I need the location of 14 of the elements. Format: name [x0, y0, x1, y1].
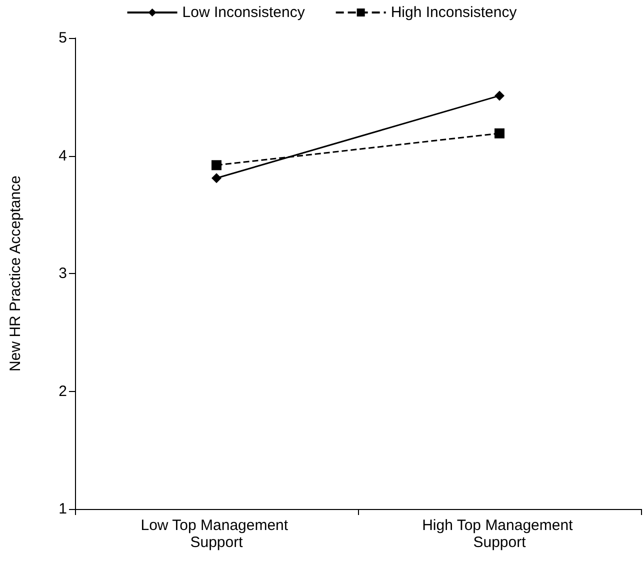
legend-label: Low Inconsistency	[182, 4, 306, 21]
x-tick-label: High Top Management Support	[422, 517, 577, 551]
y-axis-title: New HR Practice Acceptance	[7, 176, 24, 372]
point	[212, 160, 222, 170]
point	[494, 90, 504, 101]
point	[212, 173, 222, 184]
y-tick-label: 1	[58, 500, 67, 518]
y-tick-label: 3	[58, 265, 67, 282]
x-tick-label: Low Top Management Support	[140, 517, 292, 551]
y-tick-label: 5	[58, 30, 67, 46]
y-tick-label: 2	[58, 382, 67, 400]
legend-label: High Inconsistency	[390, 4, 518, 21]
y-tick-label: 4	[58, 147, 67, 164]
point	[494, 128, 504, 138]
